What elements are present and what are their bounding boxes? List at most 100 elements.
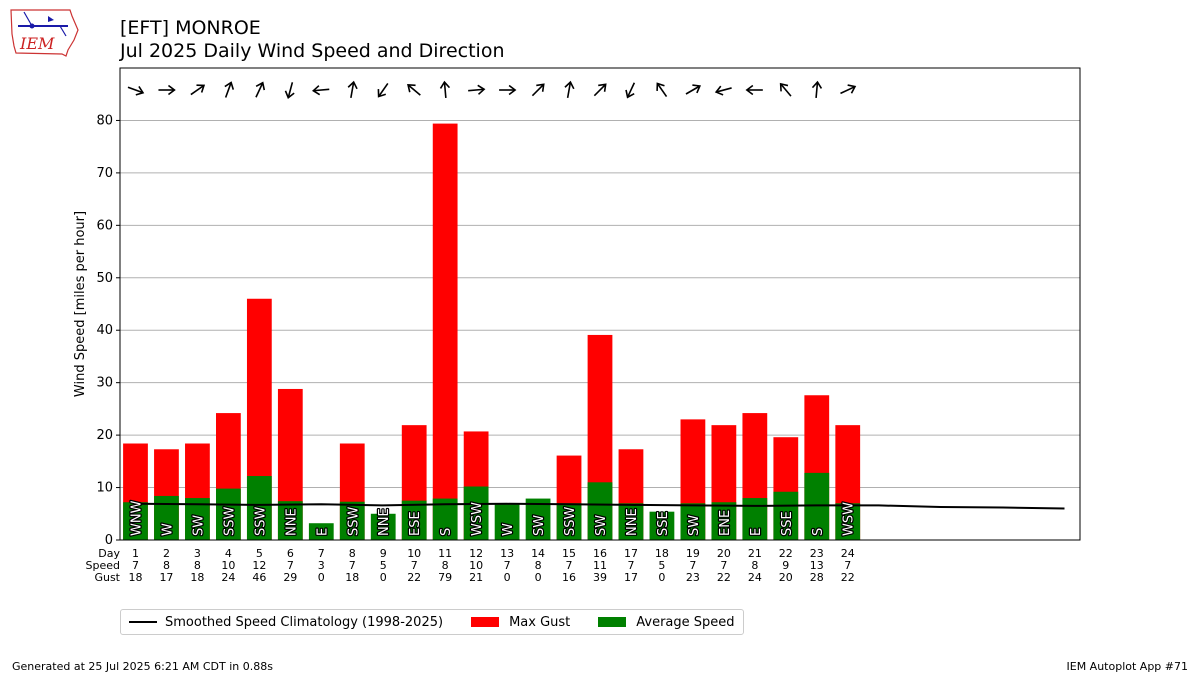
table-cell: 21 (469, 571, 483, 584)
table-cell: 7 (627, 559, 634, 572)
gust-bar (432, 123, 458, 540)
table-cell: 18 (190, 571, 204, 584)
legend-label-climatology: Smoothed Speed Climatology (1998-2025) (165, 614, 444, 630)
legend-item-gust: Max Gust (471, 615, 570, 630)
legend-label-average: Average Speed (636, 614, 735, 630)
table-cell: 15 (562, 547, 576, 560)
arrow-up-left-icon (656, 82, 668, 98)
table-cell: 4 (225, 547, 232, 560)
direction-label: WSW (842, 502, 857, 536)
table-cell: 12 (252, 559, 266, 572)
direction-label: S (811, 528, 826, 536)
direction-label: SSE (780, 511, 795, 536)
arrow-up-left-icon (407, 84, 421, 96)
table-cell: 22 (717, 571, 731, 584)
direction-label: WSW (470, 502, 485, 536)
direction-labels: WNW W SW SSW SSW NNE E SSW NNE ESE S WSW W SW SSW SW NNE… (128, 499, 858, 537)
arrow-down-left-icon (377, 82, 389, 98)
table-cell: 18 (345, 571, 359, 584)
table-cell: 24 (748, 571, 762, 584)
y-tick-label: 80 (96, 113, 113, 128)
arrow-up-right-icon (531, 83, 545, 97)
legend-item-average: Average Speed (598, 614, 735, 630)
gust-bars (123, 123, 861, 540)
table-cell: 8 (194, 559, 201, 572)
table-cell: 20 (717, 547, 731, 560)
average-bar (835, 503, 861, 540)
average-bar (649, 511, 675, 540)
y-axis-ticks: 0 10 20 30 40 50 60 70 80 (96, 113, 120, 548)
table-cell: 23 (810, 547, 824, 560)
table-cell: 79 (438, 571, 452, 584)
arrow-right-icon (499, 84, 517, 96)
table-cell: 5 (380, 559, 387, 572)
table-cell: 9 (782, 559, 789, 572)
table-cell: 6 (287, 547, 294, 560)
y-tick-label: 50 (96, 271, 113, 286)
table-cell: 8 (163, 559, 170, 572)
table-cell: 0 (504, 571, 511, 584)
direction-label: E (749, 528, 764, 536)
table-cell: 10 (221, 559, 235, 572)
average-bar (277, 501, 303, 540)
table-cell: 3 (318, 559, 325, 572)
table-cell: 17 (624, 571, 638, 584)
direction-label: WNW (129, 500, 144, 536)
average-bar (123, 502, 148, 540)
table-cell: 16 (562, 571, 576, 584)
direction-label: SW (594, 515, 609, 536)
table-cell: 28 (810, 571, 824, 584)
table-cell: 7 (720, 559, 727, 572)
y-axis-label: Wind Speed [miles per hour] (73, 211, 88, 397)
table-row-label: Speed (86, 559, 120, 572)
direction-label: SW (191, 515, 206, 536)
table-cell: 16 (593, 547, 607, 560)
table-cell: 7 (287, 559, 294, 572)
direction-label: W (501, 523, 516, 536)
table-cell: 11 (593, 559, 607, 572)
table-cell: 23 (686, 571, 700, 584)
arrow-right-icon (158, 84, 176, 96)
arrow-up-icon (439, 80, 451, 99)
table-cell: 9 (380, 547, 387, 560)
direction-label: NNE (625, 508, 640, 536)
table-cell: 7 (689, 559, 696, 572)
arrow-up-icon (811, 80, 823, 99)
direction-label: SSW (346, 506, 361, 536)
average-bar (587, 482, 613, 540)
table-cell: 7 (566, 559, 573, 572)
direction-label: SSW (563, 506, 578, 536)
arrow-up-right-icon (840, 84, 857, 95)
legend-label-gust: Max Gust (509, 614, 571, 630)
table-cell: 7 (411, 559, 418, 572)
table-cell: 5 (658, 559, 665, 572)
table-cell: 17 (159, 571, 173, 584)
average-bar (370, 513, 396, 540)
table-cell: 17 (624, 547, 638, 560)
arrow-up-right-icon (685, 84, 701, 95)
generated-timestamp: Generated at 25 Jul 2025 6:21 AM CDT in … (12, 660, 273, 673)
chart-title: Jul 2025 Daily Wind Speed and Direction (120, 40, 505, 62)
arrow-down-right-icon (127, 86, 145, 96)
average-bar (401, 500, 427, 540)
legend-line-swatch (129, 621, 157, 623)
climatology-line-layer (135, 502, 1065, 510)
y-tick-label: 10 (96, 481, 113, 496)
arrow-left-icon (311, 85, 330, 96)
legend-average-swatch (598, 617, 627, 627)
legend-item-climatology: Smoothed Speed Climatology (1998-2025) (129, 615, 443, 630)
table-cell: 22 (779, 547, 793, 560)
climatology-line (135, 502, 1065, 510)
average-bar (618, 503, 644, 540)
table-cell: 7 (318, 547, 325, 560)
average-bar (680, 503, 706, 540)
direction-label: SSE (656, 511, 671, 536)
y-tick-label: 70 (96, 166, 113, 181)
table-cell: 7 (504, 559, 511, 572)
arrow-up-icon (347, 80, 358, 99)
direction-label: W (160, 523, 175, 536)
arrow-right-icon (468, 84, 486, 95)
y-tick-label: 60 (96, 218, 113, 233)
table-cell: 10 (407, 547, 421, 560)
